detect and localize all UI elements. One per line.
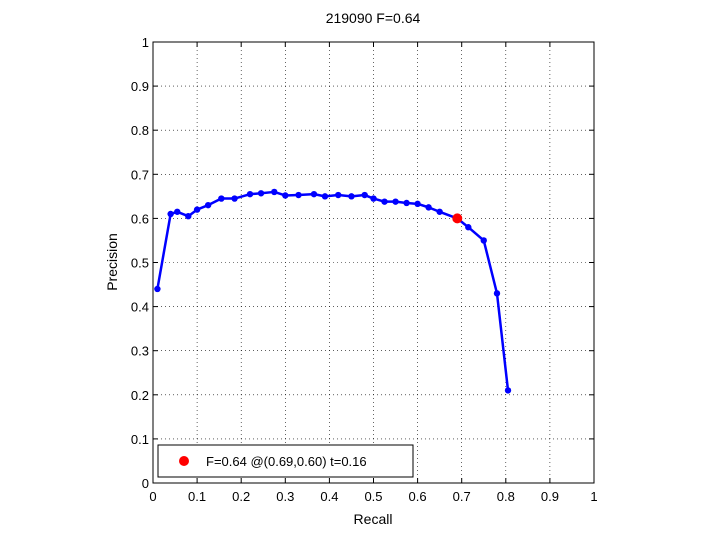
y-tick-label: 0.3 (131, 344, 149, 359)
grid (153, 42, 594, 483)
data-point (335, 191, 342, 199)
legend-entry-label: F=0.64 @(0.69,0.60) t=0.16 (206, 454, 367, 469)
legend-box (157, 444, 414, 478)
data-point (271, 188, 278, 196)
data-point (348, 193, 355, 200)
data-point (480, 237, 487, 244)
data-point (295, 191, 302, 199)
data-point (370, 195, 377, 202)
legend: F=0.64 @(0.69,0.60) t=0.16 (157, 444, 414, 478)
y-tick-label: 0.7 (131, 167, 149, 182)
plot-frame (152, 41, 595, 484)
data-point (381, 198, 388, 205)
data-point (257, 190, 265, 197)
y-tick-labels: 0 0.1 0.2 0.3 0.4 0.5 0.6 0.7 0.8 0.9 1 (131, 35, 149, 491)
data-point (414, 200, 421, 208)
y-axis-label: Precision (104, 233, 120, 291)
data-point (504, 387, 512, 394)
x-tick-label: 0.6 (409, 489, 427, 504)
x-tick-label: 0.2 (232, 489, 250, 504)
data-point (465, 224, 472, 231)
data-point (218, 195, 225, 202)
data-point (361, 191, 368, 199)
data-point (392, 198, 399, 205)
data-point (185, 212, 192, 220)
data-point (493, 290, 501, 297)
data-point (403, 199, 410, 207)
y-tick-label: 0.5 (131, 256, 149, 271)
data-point (282, 192, 289, 199)
y-tick-label: 0.6 (131, 211, 149, 226)
y-tick-label: 0.2 (131, 388, 149, 403)
x-tick-label: 0.9 (541, 489, 559, 504)
x-tick-labels: 0 0.1 0.2 0.3 0.4 0.5 0.6 0.7 0.8 0.9 1 (149, 489, 597, 504)
x-tick-label: 0.8 (497, 489, 515, 504)
x-tick-label: 0.3 (276, 489, 294, 504)
y-tick-label: 0.9 (131, 79, 149, 94)
legend-marker (179, 456, 189, 466)
data-point (231, 195, 238, 202)
x-tick-label: 0.5 (364, 489, 382, 504)
plot-area (152, 41, 595, 484)
y-tick-label: 0.4 (131, 300, 149, 315)
y-tick-label: 0 (142, 476, 149, 491)
x-tick-label: 0.4 (320, 489, 338, 504)
data-point (321, 193, 329, 200)
data-point (154, 285, 161, 293)
y-tick-label: 1 (142, 35, 149, 50)
y-tick-label: 0.8 (131, 123, 149, 138)
x-axis-label: Recall (354, 511, 393, 527)
data-point (167, 210, 174, 218)
data-point (436, 208, 443, 215)
highlight-group (452, 213, 463, 224)
chart-title: 219090 F=0.64 (326, 10, 421, 26)
x-tick-label: 0 (149, 489, 156, 504)
y-tick-label: 0.1 (131, 432, 149, 447)
best-f-point (452, 213, 463, 224)
x-tick-label: 1 (590, 489, 597, 504)
axis-ticks (152, 41, 595, 484)
data-point (425, 204, 432, 211)
data-point (310, 190, 318, 198)
data-point (174, 208, 181, 215)
data-point (246, 190, 254, 198)
x-tick-label: 0.1 (188, 489, 206, 504)
x-tick-label: 0.7 (453, 489, 471, 504)
data-point (193, 206, 201, 213)
data-point (204, 201, 212, 209)
series-group (154, 188, 512, 394)
